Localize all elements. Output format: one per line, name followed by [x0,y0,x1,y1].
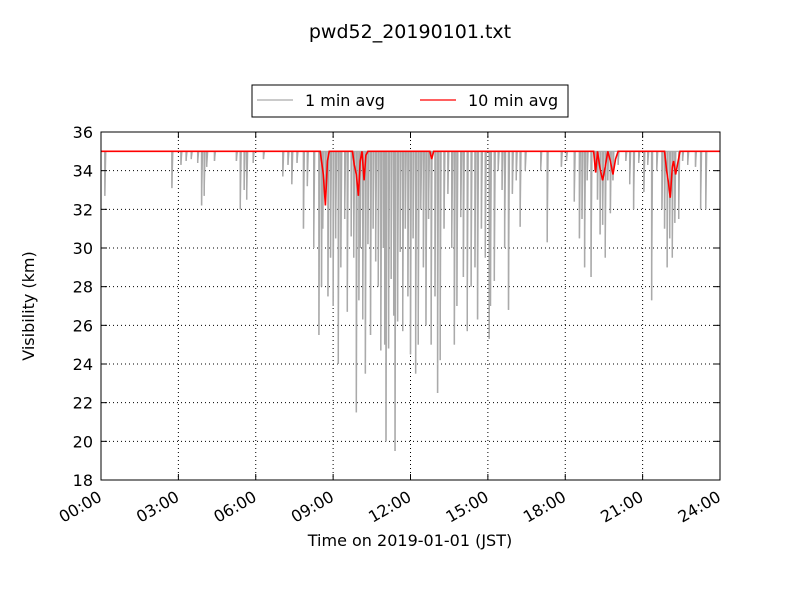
legend-label-10min: 10 min avg [468,91,558,110]
series-10min [101,150,720,206]
y-tick-label: 24 [73,355,93,374]
legend-frame [251,84,569,118]
legend: 1 min avg 10 min avg [251,84,569,118]
y-tick-label: 28 [73,278,93,297]
series-1min [101,150,720,452]
y-tick-label: 30 [73,239,93,258]
y-tick-label: 32 [73,200,93,219]
chart-title: pwd52_20190101.txt [309,21,511,43]
series-10min-line [101,150,720,206]
legend-label-1min: 1 min avg [305,91,385,110]
plot-area [101,150,720,452]
y-tick-label: 36 [73,123,93,142]
y-tick-label: 18 [73,471,93,490]
y-tick-label: 22 [73,394,93,413]
y-tick-label: 26 [73,316,93,335]
y-tick-label: 34 [73,162,93,181]
y-axis-title: Visibility (km) [19,251,38,360]
y-tick-label: 20 [73,432,93,451]
x-axis-title: Time on 2019-01-01 (JST) [307,531,512,550]
